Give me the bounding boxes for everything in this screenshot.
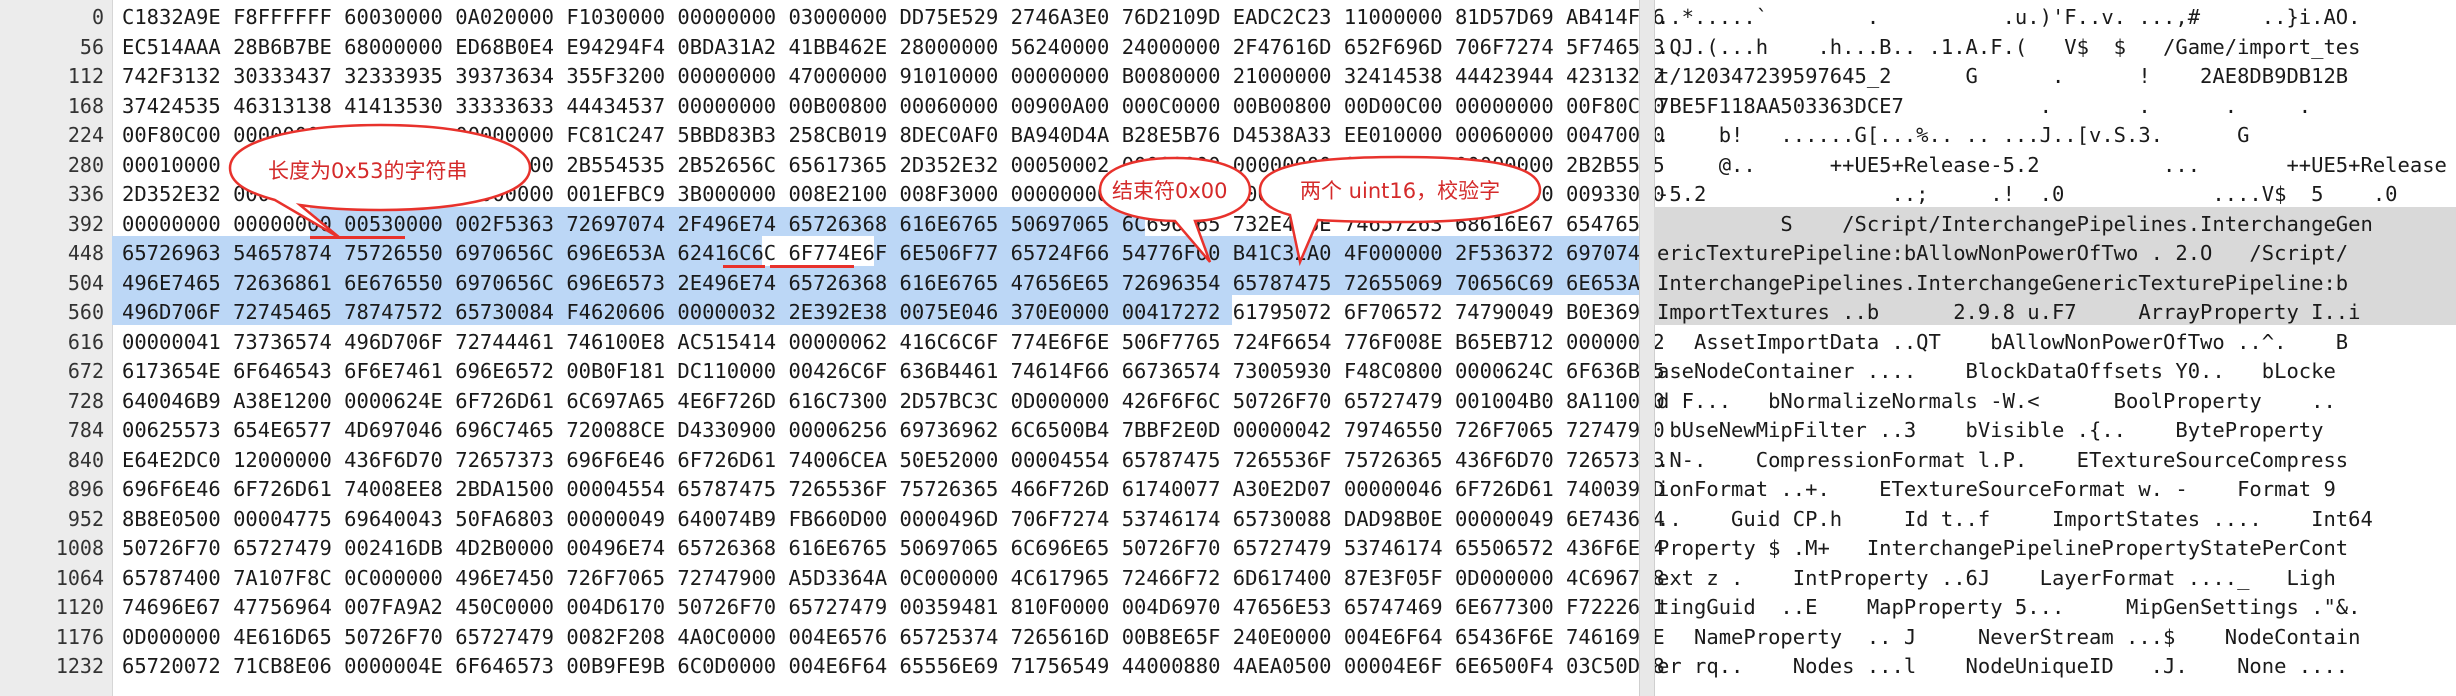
hex-row[interactable]: 00625573 654E6577 4D697046 696C7465 7200… [122, 418, 1665, 442]
terminator-underline [723, 265, 765, 268]
offset-label: 0 [91, 5, 104, 29]
hex-selection [310, 207, 1145, 237]
offset-label: 56 [79, 34, 104, 59]
offset-label: 1232 [55, 654, 104, 678]
ascii-row[interactable]: S /Script/InterchangePipelines.Interchan… [1657, 211, 2373, 236]
offset-label: 1120 [55, 595, 104, 619]
ascii-row[interactable]: -5.2 ..; .! .0 ....V$ 5 .0 [1657, 182, 2398, 206]
length-callout-label: 长度为0x53的字符串 [268, 159, 468, 183]
ascii-row[interactable]: 7BE5F118AA503363DCE7 . . . . [1657, 93, 2361, 118]
offset-label: 336 [67, 182, 104, 206]
offset-label: 504 [67, 270, 104, 295]
ascii-row[interactable]: Property $ .M+ InterchangePipelineProper… [1657, 536, 2349, 560]
pane-splitter[interactable] [1639, 0, 1655, 696]
offset-label: 168 [67, 93, 104, 118]
offset-label: 448 [67, 241, 104, 265]
ascii-row[interactable]: t/120347239597645_2 G . ! 2AE8DB9DB12B [1657, 64, 2349, 88]
ascii-row[interactable]: ionFormat ..+. ETextureSourceFormat w. -… [1657, 477, 2336, 501]
ascii-row[interactable]: .N-. CompressionFormat l.P. ETextureSour… [1657, 447, 2349, 472]
hex-row[interactable]: 6173654E 6F646543 6F6E7461 696E6572 00B0… [122, 359, 1665, 383]
hex-row[interactable]: 50726F70 65727479 002416DB 4D2B0000 0049… [122, 536, 1665, 560]
offset-label: 560 [67, 300, 104, 324]
hex-row[interactable]: 65787400 7A107F8C 0C000000 496E7450 726F… [122, 565, 1665, 590]
ascii-row[interactable]: ..*.....` . .u.)'F..v. ...,# ..}i.AO. [1657, 5, 2361, 29]
hex-pane[interactable]: C1832A9E F8FFFFFF 60030000 0A020000 F103… [112, 0, 1665, 696]
ascii-row[interactable]: AssetImportData ..QT bAllowNonPowerOfTwo… [1657, 329, 2349, 354]
ascii-pane[interactable]: ..*.....` . .u.)'F..v. ...,# ..}i.AO. .QJ… [1654, 0, 2456, 696]
ascii-row[interactable]: @.. ++UE5+Release-5.2 ... ++UE5+Release [1657, 152, 2447, 177]
offset-label: 840 [67, 447, 104, 472]
hex-checksum-highlight [762, 236, 874, 266]
hex-selection [112, 236, 1639, 295]
terminator-callout-label: 结束符0x00 [1112, 179, 1228, 203]
offset-label: 952 [67, 506, 104, 531]
offset-label: 784 [67, 418, 104, 442]
offset-label: 616 [67, 329, 104, 354]
offset-label: 896 [67, 477, 104, 501]
offset-label: 280 [67, 152, 104, 177]
ascii-row[interactable]: er rq.. Nodes ...l NodeUniqueID .J. None… [1657, 654, 2349, 678]
length-underline [310, 236, 405, 239]
ascii-row[interactable]: ImportTextures ..b 2.9.8 u.F7 ArrayPrope… [1657, 300, 2361, 324]
ascii-row[interactable]: NameProperty .. J NeverStream ...$ NodeC… [1657, 624, 2361, 649]
hex-row[interactable]: 37424535 46313138 41413530 33333633 4443… [122, 93, 1665, 118]
hex-selection [112, 295, 1232, 325]
ascii-row[interactable]: aseNodeContainer .... BlockDataOffsets Y… [1657, 359, 2336, 383]
hex-row[interactable]: 742F3132 30333437 32333935 39373634 355F… [122, 64, 1665, 88]
hex-row[interactable]: 496E7465 72636861 6E676550 6970656C 696E… [122, 270, 1665, 295]
ascii-row[interactable]: d F... bNormalizeNormals -W.< BoolProper… [1657, 388, 2336, 413]
ascii-row[interactable]: . b! ......G[...%.. .. ...J..[v.S.3. G [1657, 123, 2349, 147]
offset-label: 1008 [55, 536, 104, 560]
hex-row[interactable]: C1832A9E F8FFFFFF 60030000 0A020000 F103… [122, 5, 1665, 29]
offset-label: 728 [67, 388, 104, 413]
ascii-row[interactable]: .QJ.(...h .h...B.. .1.A.F.( V$ $ /Game/i… [1657, 34, 2361, 59]
text-selection [1654, 207, 2456, 325]
hex-row[interactable]: 00000041 73736574 496D706F 72744461 7461… [122, 329, 1665, 354]
terminator-callout-bubble [1098, 156, 1252, 263]
ascii-row[interactable]: .. Guid CP.h Id t..f ImportStates .... I… [1657, 506, 2373, 531]
hex-row[interactable]: 0D000000 4E616D65 50726F70 65727479 0082… [122, 624, 1665, 649]
hex-row[interactable]: E64E2DC0 12000000 436F6D70 72657373 696F… [122, 447, 1665, 472]
hex-row[interactable]: 640046B9 A38E1200 0000624E 6F726D61 6C69… [122, 388, 1665, 413]
offset-label: 112 [67, 64, 104, 88]
offset-label: 672 [67, 359, 104, 383]
hex-row[interactable]: EC514AAA 28B6B7BE 68000000 ED68B0E4 E942… [122, 34, 1665, 59]
ascii-row[interactable]: bUseNewMipFilter ..3 bVisible .{.. ByteP… [1657, 418, 2324, 442]
ascii-row[interactable]: ericTexturePipeline:bAllowNonPowerOfTwo … [1657, 241, 2349, 265]
ascii-row[interactable]: ext z . IntProperty ..6J LayerFormat ...… [1657, 565, 2336, 590]
checksum-callout-bubble [1258, 155, 1542, 267]
offset-label: 1064 [55, 565, 104, 590]
hex-row[interactable]: 00000000 00000000 00530000 002F5363 7269… [122, 211, 1665, 236]
offset-label: 224 [67, 123, 104, 147]
offset-gutter: 0 56 112 168 224 280 336 392 448 504 560 616 672 728 7… [0, 0, 113, 696]
offset-label: 392 [67, 211, 104, 236]
checksum-underline [770, 265, 854, 268]
ascii-row[interactable]: tingGuid ..E MapProperty 5... MipGenSett… [1657, 595, 2361, 619]
length-callout-bubble [228, 123, 532, 240]
checksum-callout-label: 两个 uint16，校验字 [1300, 179, 1501, 203]
offset-label: 1176 [55, 624, 104, 649]
ascii-row[interactable]: InterchangePipelines.InterchangeGenericT… [1657, 270, 2349, 295]
